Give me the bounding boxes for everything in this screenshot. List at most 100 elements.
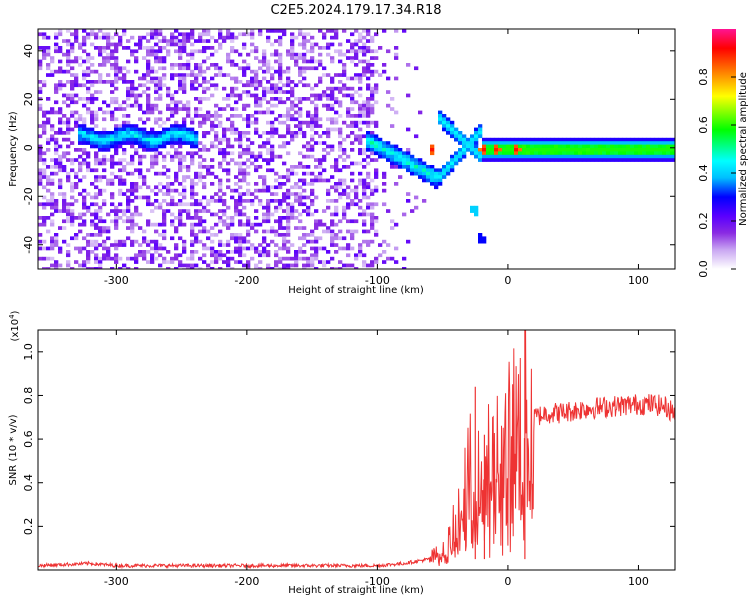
heatmap-cell [182, 195, 187, 200]
heatmap-cell [154, 154, 159, 159]
heatmap-cell [542, 158, 547, 162]
heatmap-cell [598, 151, 603, 156]
heatmap-cell [178, 161, 183, 166]
heatmap-cell [270, 97, 275, 101]
heatmap-cell [130, 161, 135, 166]
heatmap-cell [90, 80, 95, 84]
heatmap-cell [626, 154, 631, 159]
heatmap-cell [94, 144, 99, 149]
heatmap-cell [74, 158, 79, 162]
heatmap-cell [570, 148, 575, 152]
heatmap-cell [266, 131, 271, 135]
heatmap-cell [670, 154, 675, 159]
heatmap-cell [86, 243, 91, 247]
heatmap-cell [434, 171, 439, 176]
heatmap-cell [390, 256, 395, 261]
heatmap-cell [90, 250, 95, 254]
heatmap-cell [526, 154, 531, 159]
heatmap-cell [46, 175, 51, 179]
heatmap-cell [206, 229, 211, 234]
heatmap-cell [278, 66, 283, 71]
heatmap-cell [98, 226, 103, 230]
heatmap-cell [198, 267, 203, 269]
heatmap-cell [346, 246, 351, 251]
heatmap-cell [574, 151, 579, 156]
heatmap-cell [50, 256, 55, 261]
heatmap-cell [362, 195, 367, 200]
heatmap-cell [174, 29, 179, 33]
heatmap-cell [190, 83, 195, 88]
heatmap-cell [438, 168, 443, 173]
heatmap-cell [330, 256, 335, 261]
heatmap-cell [334, 161, 339, 166]
heatmap-cell [582, 151, 587, 156]
heatmap-cell [154, 141, 159, 145]
heatmap-cell [326, 260, 331, 264]
heatmap-cell [126, 199, 131, 203]
heatmap-cell [254, 56, 259, 60]
heatmap-cell [354, 114, 359, 118]
heatmap-cell [358, 171, 363, 176]
heatmap-cell [74, 83, 79, 88]
heatmap-cell [498, 137, 503, 142]
heatmap-cell [374, 137, 379, 142]
heatmap-cell [114, 32, 119, 37]
heatmap-cell [246, 260, 251, 264]
heatmap-cell [338, 236, 343, 241]
heatmap-cell [58, 185, 63, 190]
heatmap-cell [326, 97, 331, 101]
heatmap-cell [234, 161, 239, 166]
heatmap-cell [194, 73, 199, 77]
heatmap-cell [202, 260, 207, 264]
heatmap-cell [246, 239, 251, 244]
heatmap-cell [286, 131, 291, 135]
heatmap-cell [186, 141, 191, 145]
heatmap-cell [166, 131, 171, 135]
heatmap-cell [374, 141, 379, 145]
heatmap-cell [82, 151, 87, 156]
heatmap-cell [250, 80, 255, 84]
heatmap-cell [106, 182, 111, 186]
heatmap-cell [194, 216, 199, 220]
heatmap-cell [278, 42, 283, 47]
heatmap-cell [86, 260, 91, 264]
heatmap-cell [266, 66, 271, 71]
heatmap-cell [314, 158, 319, 162]
heatmap-cell [86, 137, 91, 142]
heatmap-cell [278, 175, 283, 179]
heatmap-cell [230, 188, 235, 193]
heatmap-cell [638, 158, 643, 162]
heatmap-cell [618, 141, 623, 145]
heatmap-cell [78, 222, 83, 227]
heatmap-cell [462, 134, 467, 139]
heatmap-cell [270, 154, 275, 159]
heatmap-cell [158, 124, 163, 128]
heatmap-cell [254, 49, 259, 54]
heatmap-cell [154, 256, 159, 261]
heatmap-cell [150, 154, 155, 159]
heatmap-cell [262, 110, 267, 115]
heatmap-cell [266, 212, 271, 217]
heatmap-cell [42, 49, 47, 54]
heatmap-cell [426, 175, 431, 179]
heatmap-cell [374, 100, 379, 105]
heatmap-cell [70, 127, 75, 132]
heatmap-cell [310, 212, 315, 217]
heatmap-cell [198, 209, 203, 213]
heatmap-cell [298, 127, 303, 132]
heatmap-cell [374, 229, 379, 234]
heatmap-cell [346, 202, 351, 207]
heatmap-cell [42, 114, 47, 118]
heatmap-cell [134, 195, 139, 200]
heatmap-cell [322, 103, 327, 108]
heatmap-cell [574, 158, 579, 162]
heatmap-cell [526, 158, 531, 162]
heatmap-cell [254, 267, 259, 269]
heatmap-cell [366, 205, 371, 210]
heatmap-cell [342, 93, 347, 98]
heatmap-cell [306, 239, 311, 244]
heatmap-cell [38, 182, 43, 186]
heatmap-cell [146, 137, 151, 142]
heatmap-cell [238, 185, 243, 190]
heatmap-cell [58, 168, 63, 173]
